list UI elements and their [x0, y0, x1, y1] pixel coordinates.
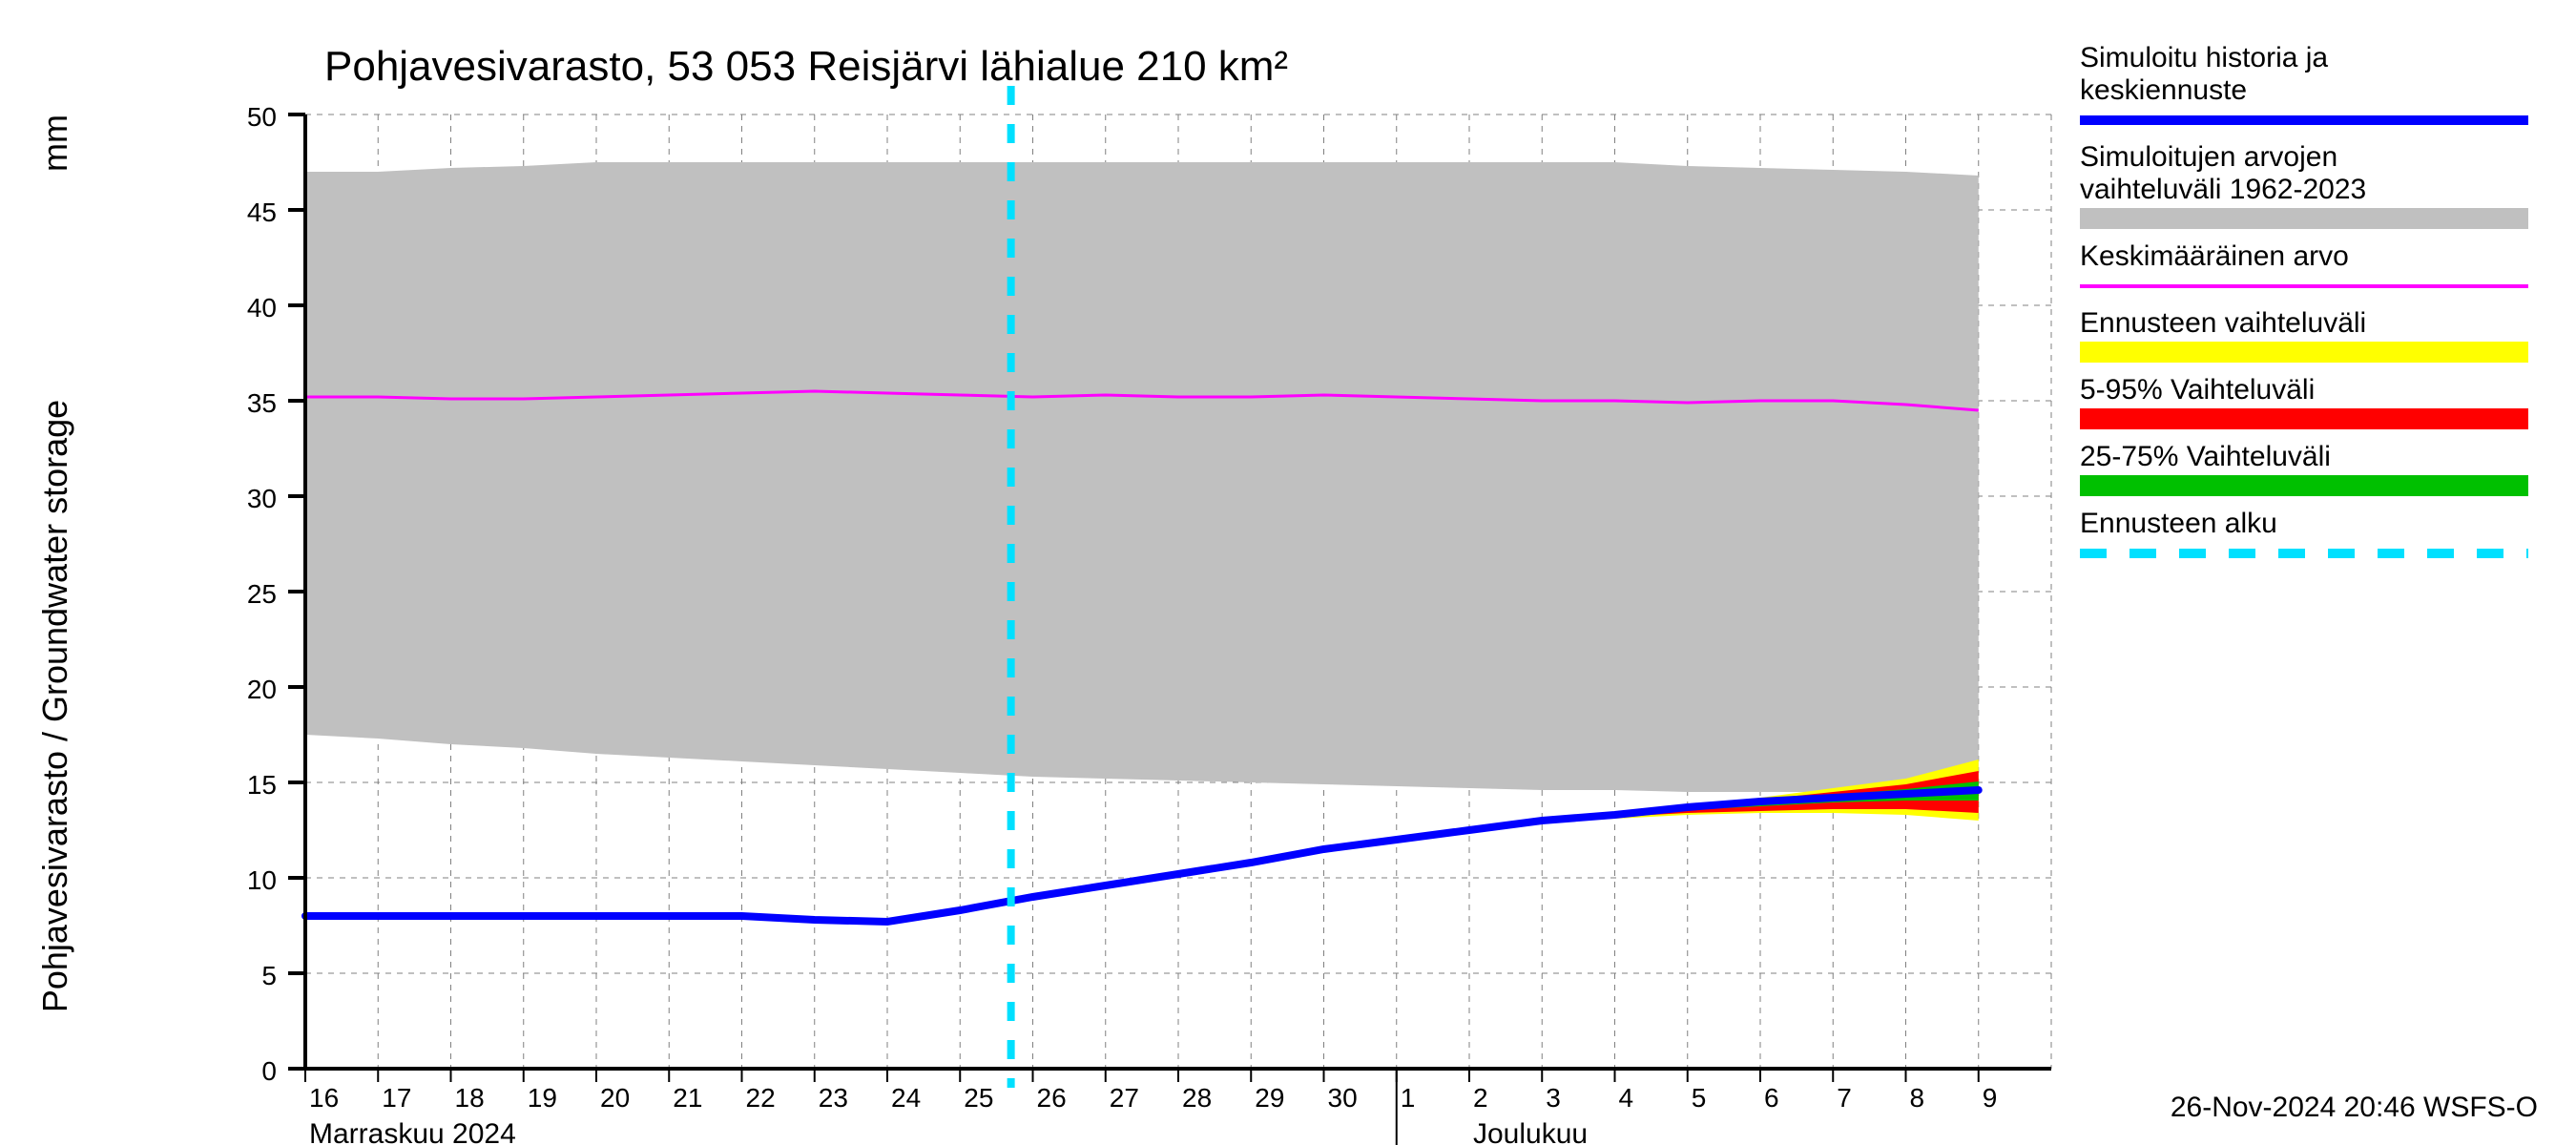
- legend-swatch: [2080, 475, 2528, 496]
- legend-swatch: [2080, 342, 2528, 363]
- x-tick-label: 28: [1182, 1083, 1212, 1113]
- month-label-fi-left: Marraskuu 2024: [309, 1118, 516, 1145]
- x-tick-label: 20: [600, 1083, 630, 1113]
- month-label-fi-right: Joulukuu: [1473, 1118, 1588, 1145]
- x-tick-label: 17: [382, 1083, 411, 1113]
- legend-text: 5-95% Vaihteluväli: [2080, 374, 2315, 406]
- y-tick-label: 20: [247, 675, 277, 704]
- y-tick-label: 15: [247, 770, 277, 800]
- x-tick-label: 1: [1401, 1083, 1416, 1113]
- y-tick-label: 40: [247, 293, 277, 323]
- chart-svg: 0510152025303540455016171819202122232425…: [0, 0, 2576, 1145]
- x-tick-label: 4: [1619, 1083, 1634, 1113]
- x-tick-label: 25: [964, 1083, 993, 1113]
- x-tick-label: 16: [309, 1083, 339, 1113]
- hist-band: [305, 162, 1979, 792]
- x-tick-label: 2: [1473, 1083, 1488, 1113]
- x-tick-label: 22: [746, 1083, 776, 1113]
- y-tick-label: 25: [247, 579, 277, 609]
- legend-text: Simuloitu historia ja: [2080, 42, 2328, 73]
- x-tick-label: 24: [891, 1083, 921, 1113]
- legend-text: Keskimääräinen arvo: [2080, 240, 2349, 272]
- legend-swatch: [2080, 408, 2528, 429]
- x-tick-label: 29: [1255, 1083, 1284, 1113]
- legend-text: 25-75% Vaihteluväli: [2080, 441, 2331, 472]
- chart-container: 0510152025303540455016171819202122232425…: [0, 0, 2576, 1145]
- y-tick-label: 10: [247, 865, 277, 895]
- y-tick-label: 30: [247, 484, 277, 513]
- x-tick-label: 7: [1837, 1083, 1852, 1113]
- x-tick-label: 27: [1110, 1083, 1139, 1113]
- x-tick-label: 5: [1692, 1083, 1707, 1113]
- y-tick-label: 45: [247, 198, 277, 227]
- legend-text: Simuloitujen arvojen: [2080, 141, 2337, 173]
- x-tick-label: 26: [1037, 1083, 1067, 1113]
- x-tick-label: 18: [455, 1083, 485, 1113]
- x-tick-label: 23: [819, 1083, 848, 1113]
- legend-text: vaihteluväli 1962-2023: [2080, 174, 2366, 205]
- legend-text: keskiennuste: [2080, 74, 2247, 106]
- y-axis-label-main: Pohjavesivarasto / Groundwater storage: [35, 400, 74, 1012]
- legend-swatch: [2080, 208, 2528, 229]
- x-tick-label: 3: [1546, 1083, 1561, 1113]
- chart-title: Pohjavesivarasto, 53 053 Reisjärvi lähia…: [324, 43, 1288, 90]
- footer-timestamp: 26-Nov-2024 20:46 WSFS-O: [2171, 1092, 2538, 1123]
- x-tick-label: 6: [1764, 1083, 1779, 1113]
- y-tick-label: 0: [261, 1056, 277, 1086]
- y-tick-label: 35: [247, 388, 277, 418]
- x-tick-label: 21: [673, 1083, 702, 1113]
- y-tick-label: 50: [247, 102, 277, 132]
- x-tick-label: 19: [528, 1083, 557, 1113]
- x-tick-label: 8: [1910, 1083, 1925, 1113]
- legend-text: Ennusteen vaihteluväli: [2080, 307, 2366, 339]
- x-tick-label: 9: [1983, 1083, 1998, 1113]
- legend-text: Ennusteen alku: [2080, 508, 2277, 539]
- y-axis-label-unit: mm: [35, 114, 74, 172]
- y-tick-label: 5: [261, 961, 277, 990]
- x-tick-label: 30: [1328, 1083, 1358, 1113]
